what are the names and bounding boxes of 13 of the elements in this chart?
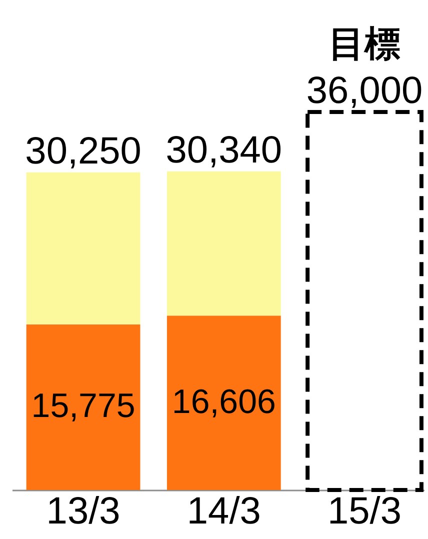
series-label: 目標 [328,23,401,64]
total-label: 36,000 [306,70,423,112]
total-label: 30,340 [166,129,282,172]
data-label: 15,775 [31,387,136,426]
bar [166,171,281,316]
x-tick-label: 14/3 [186,490,261,532]
bar [166,316,281,490]
x-tick-label: 15/3 [328,490,402,532]
total-label: 30,250 [25,130,142,172]
bar [26,324,140,490]
x-tick-label: 13/3 [46,490,120,532]
data-label: 16,606 [172,382,276,421]
bar [26,172,140,324]
